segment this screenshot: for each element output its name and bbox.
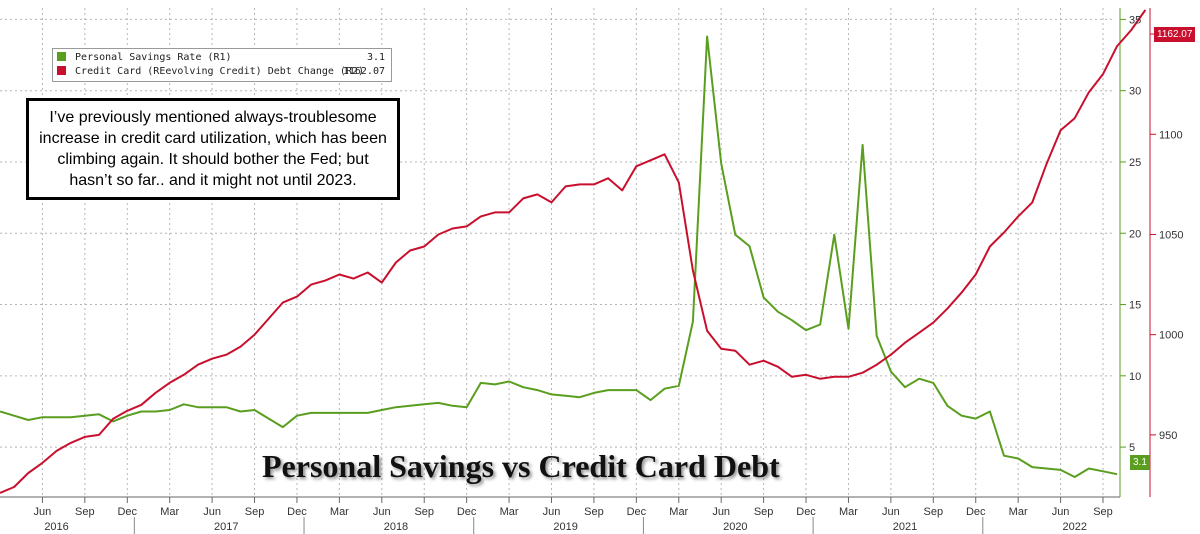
series-lines — [0, 9, 1147, 494]
year-label: 2022 — [1062, 521, 1086, 533]
left-tick-label: 25 — [1129, 157, 1141, 169]
legend-swatch-savings — [57, 51, 66, 61]
right-tick-label: 1050 — [1159, 229, 1183, 241]
x-tick-label: Jun — [34, 506, 52, 518]
x-tick-label: Sep — [754, 506, 774, 518]
year-label: 2018 — [384, 521, 408, 533]
legend-label-credit: Credit Card (REevolving Credit) Debt Cha… — [75, 66, 365, 77]
legend: Personal Savings Rate (R1) 3.1 Credit Ca… — [52, 48, 392, 82]
x-tick-label: Sep — [584, 506, 604, 518]
last-value-badge-credit: 1162.07 — [1154, 27, 1196, 42]
x-tick-label: Jun — [203, 506, 221, 518]
year-label: 2016 — [44, 521, 68, 533]
year-label: 2021 — [893, 521, 917, 533]
series-line-savings — [0, 35, 1118, 478]
x-tick-label: Dec — [117, 506, 137, 518]
legend-entry-credit: Credit Card (REevolving Credit) Debt Cha… — [57, 65, 364, 79]
x-tick-label: Mar — [330, 506, 349, 518]
x-tick-label: Dec — [457, 506, 477, 518]
x-tick-label: Sep — [245, 506, 265, 518]
x-tick-label: Mar — [839, 506, 858, 518]
left-tick-label: 35 — [1129, 14, 1141, 26]
last-value-badge-savings: 3.1 — [1130, 455, 1150, 470]
x-tick-label: Mar — [500, 506, 519, 518]
legend-value-credit: 1162.07 — [342, 66, 385, 77]
left-tick-label: 30 — [1129, 86, 1141, 98]
series-line-credit — [0, 9, 1147, 494]
annotation-callout: I’ve previously mentioned always-trouble… — [26, 98, 400, 200]
year-label: 2020 — [723, 521, 747, 533]
x-tick-label: Jun — [373, 506, 391, 518]
left-tick-label: 10 — [1129, 371, 1141, 383]
y-axis-labels: 51015202530359501000105011001150 — [1129, 14, 1183, 454]
year-label: 2019 — [553, 521, 577, 533]
x-tick-label: Dec — [287, 506, 307, 518]
legend-label-savings: Personal Savings Rate (R1) — [75, 52, 232, 63]
left-tick-label: 20 — [1129, 228, 1141, 240]
x-tick-label: Jun — [882, 506, 900, 518]
right-tick-label: 950 — [1159, 430, 1177, 442]
x-tick-label: Dec — [796, 506, 816, 518]
left-tick-label: 15 — [1129, 300, 1141, 312]
x-tick-label: Sep — [1093, 506, 1113, 518]
x-tick-label: Mar — [160, 506, 179, 518]
x-tick-label: Mar — [1009, 506, 1028, 518]
x-tick-label: Jun — [712, 506, 730, 518]
x-tick-label: Sep — [924, 506, 944, 518]
x-tick-label: Sep — [414, 506, 434, 518]
year-label: 2017 — [214, 521, 238, 533]
axes — [0, 8, 1156, 534]
right-tick-label: 1100 — [1159, 129, 1183, 141]
chart-title: Personal Savings vs Credit Card Debt — [262, 448, 780, 484]
x-tick-label: Dec — [627, 506, 647, 518]
right-tick-label: 1000 — [1159, 330, 1183, 342]
x-tick-label: Dec — [966, 506, 986, 518]
x-tick-label: Mar — [669, 506, 688, 518]
x-tick-label: Jun — [1052, 506, 1070, 518]
x-tick-label: Jun — [543, 506, 561, 518]
x-tick-label: Sep — [75, 506, 95, 518]
legend-value-savings: 3.1 — [366, 52, 385, 63]
x-axis-labels: Jun Sep Dec Mar Jun Sep Dec Mar Jun Sep Dec Mar Jun S… — [34, 506, 1113, 533]
legend-swatch-credit — [57, 65, 66, 75]
left-tick-label: 5 — [1129, 442, 1135, 454]
legend-entry-savings: Personal Savings Rate (R1) — [57, 51, 232, 65]
